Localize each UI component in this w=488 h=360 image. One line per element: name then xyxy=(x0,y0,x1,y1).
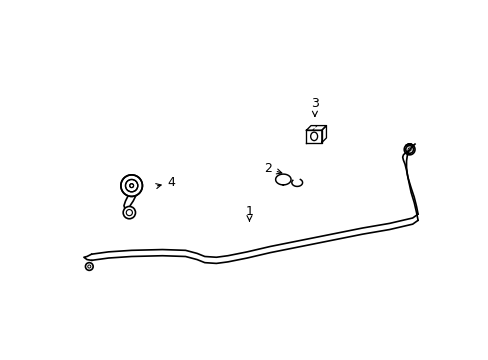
Polygon shape xyxy=(402,144,417,220)
Circle shape xyxy=(121,175,142,197)
Text: 4: 4 xyxy=(155,176,175,189)
Polygon shape xyxy=(306,130,321,143)
Polygon shape xyxy=(306,126,326,130)
Polygon shape xyxy=(91,214,417,264)
Polygon shape xyxy=(321,126,326,143)
Text: 1: 1 xyxy=(245,204,253,221)
Text: 3: 3 xyxy=(310,97,318,116)
Text: 2: 2 xyxy=(264,162,281,175)
Circle shape xyxy=(123,206,135,219)
